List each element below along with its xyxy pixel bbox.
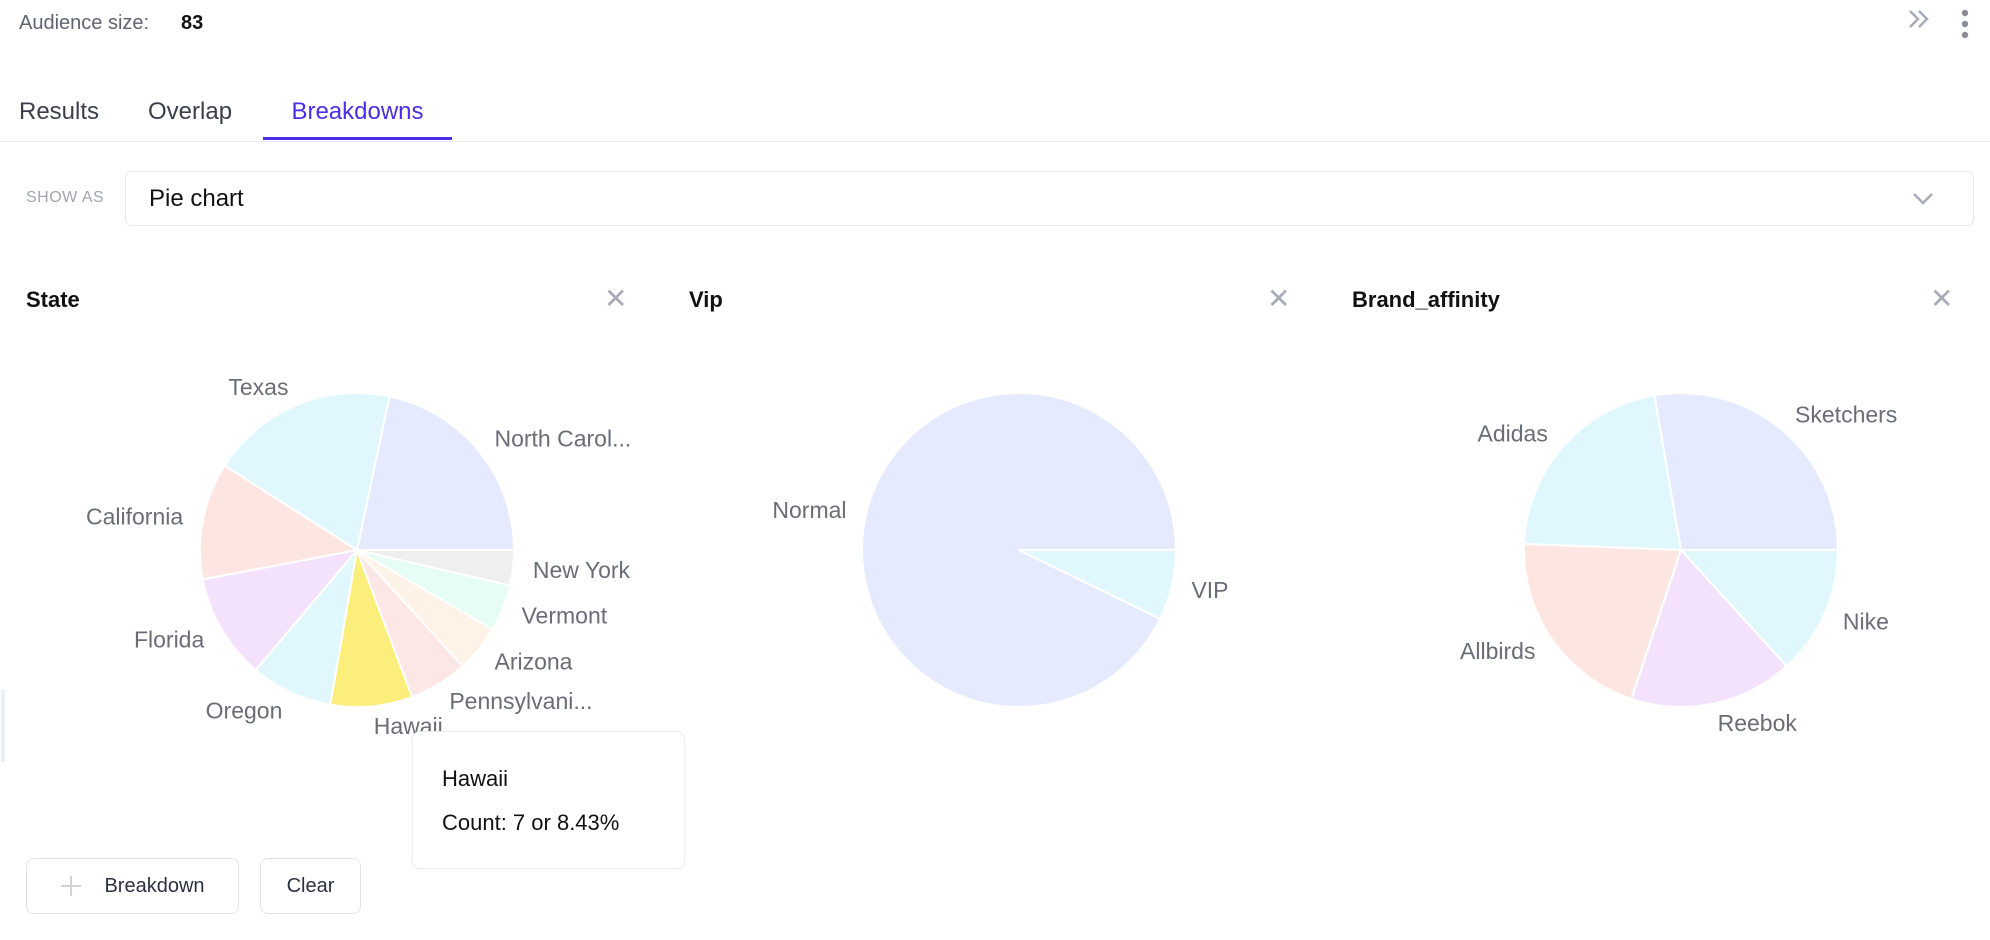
slice-label: North Carol...: [494, 426, 631, 452]
tab-results[interactable]: Results: [19, 98, 100, 125]
pie-chart-state[interactable]: North Carol... Texas California Florida Oreg…: [47, 330, 667, 770]
pie-slice[interactable]: [355, 395, 516, 551]
panel-title-brand-affinity: Brand_affinity: [1352, 287, 1500, 312]
close-icon[interactable]: ✕: [1930, 283, 1954, 314]
panel-title-vip: Vip: [689, 287, 723, 312]
tooltip-title: Hawaii: [442, 766, 509, 791]
pie-slice[interactable]: [1630, 548, 1789, 708]
clear-button-label: Clear: [286, 874, 335, 897]
audience-size-label: Audience size:: [19, 12, 150, 34]
pie-slice[interactable]: [1678, 549, 1840, 668]
slice-label: Normal: [772, 497, 846, 523]
close-icon[interactable]: ✕: [1267, 283, 1291, 314]
show-as-value: Pie chart: [149, 185, 244, 212]
slice-label: Pennsylvani...: [449, 688, 592, 714]
pie-slice[interactable]: [1018, 549, 1178, 621]
slice-label: New York: [533, 557, 631, 583]
pie-chart-vip[interactable]: Normal VIP: [709, 330, 1329, 770]
panel-title-state: State: [26, 287, 80, 312]
tab-breakdowns[interactable]: Breakdowns: [263, 90, 452, 140]
scroll-indicator: [1, 690, 5, 762]
slice-label: Adidas: [1478, 420, 1548, 446]
chart-tooltip: Hawaii Count: 7 or 8.43%: [412, 731, 685, 869]
pie-slice[interactable]: [1523, 394, 1683, 552]
pie-slice[interactable]: [356, 549, 516, 587]
audience-size-value: 83: [181, 12, 204, 34]
pie-slice[interactable]: [1653, 392, 1840, 551]
slice-label: Nike: [1843, 609, 1889, 635]
close-icon[interactable]: ✕: [604, 283, 628, 314]
pie-chart-brand-affinity[interactable]: Sketchers Adidas Allbirds Reebok Nike: [1371, 330, 1990, 770]
slice-label: California: [86, 504, 183, 530]
pie-slice[interactable]: [201, 548, 360, 672]
slice-label: VIP: [1191, 577, 1228, 603]
breakdown-button-label: Breakdown: [104, 874, 205, 897]
tab-bar: Results Overlap Breakdowns: [0, 84, 1990, 142]
slice-label: Florida: [134, 626, 205, 652]
slice-label: Allbirds: [1460, 638, 1535, 664]
pie-slice[interactable]: [861, 392, 1178, 708]
pie-slice[interactable]: [199, 464, 360, 581]
tooltip-body: Count: 7 or 8.43%: [442, 810, 620, 835]
tab-overlap[interactable]: Overlap: [148, 98, 233, 125]
show-as-label: SHOW AS: [26, 189, 105, 206]
slice-label: Texas: [228, 374, 288, 400]
pie-slice[interactable]: [223, 392, 391, 552]
show-as-select[interactable]: Pie chart: [125, 171, 1974, 226]
more-vertical-icon[interactable]: [1960, 8, 1970, 45]
double-chevron-right-icon[interactable]: [1906, 6, 1932, 40]
slice-label: Reebok: [1718, 710, 1798, 736]
clear-button[interactable]: Clear: [260, 858, 361, 914]
plus-icon: [60, 875, 82, 897]
pie-slice[interactable]: [1523, 543, 1683, 701]
slice-label: Sketchers: [1795, 402, 1897, 428]
slice-label: Vermont: [521, 602, 607, 628]
slice-label: Arizona: [494, 648, 572, 674]
chevron-down-icon: [1911, 186, 1935, 215]
add-breakdown-button[interactable]: Breakdown: [26, 858, 239, 914]
slice-label: Oregon: [206, 697, 283, 723]
